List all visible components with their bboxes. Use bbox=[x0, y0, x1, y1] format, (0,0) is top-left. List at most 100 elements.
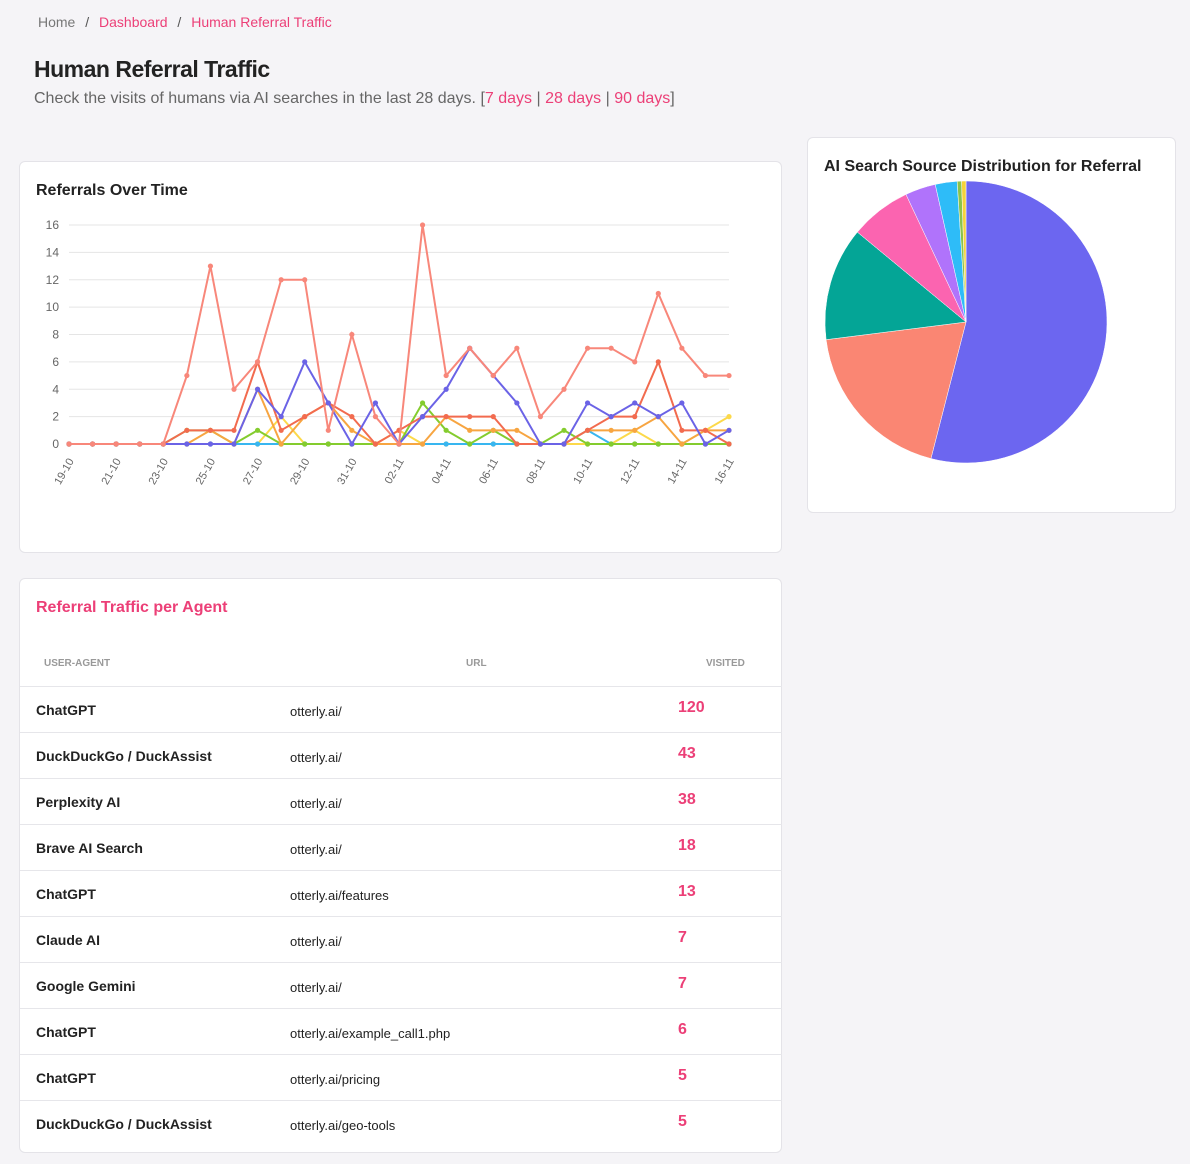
point bbox=[184, 372, 190, 379]
point bbox=[490, 414, 496, 420]
visited: 6 bbox=[678, 1021, 687, 1038]
point bbox=[443, 427, 449, 433]
point bbox=[184, 427, 190, 433]
point bbox=[726, 441, 732, 447]
y-tick-label: 8 bbox=[52, 328, 59, 342]
subtitle-text: Check the visits of humans via AI search… bbox=[34, 90, 485, 107]
table-row: ChatGPT otterly.ai/pricing 5 bbox=[20, 1054, 782, 1101]
x-tick-label: 31-10 bbox=[335, 457, 359, 487]
chart-title: AI Search Source Distribution for Referr… bbox=[824, 158, 1142, 175]
point bbox=[113, 441, 119, 447]
table-row: ChatGPT otterly.ai/example_call1.php 6 bbox=[20, 1008, 782, 1055]
range-link[interactable]: 28 days bbox=[545, 90, 602, 107]
x-tick-label: 25-10 bbox=[194, 457, 218, 487]
point bbox=[254, 359, 261, 365]
point bbox=[443, 441, 449, 447]
crumb-sep: / bbox=[177, 14, 182, 30]
point bbox=[537, 441, 544, 447]
point bbox=[561, 441, 567, 447]
point bbox=[349, 331, 355, 338]
x-tick-label: 27-10 bbox=[241, 457, 265, 487]
point bbox=[726, 372, 732, 379]
point bbox=[231, 441, 237, 447]
point bbox=[325, 441, 331, 447]
point bbox=[254, 386, 261, 392]
visited: 43 bbox=[678, 745, 696, 762]
crumb[interactable]: Home bbox=[38, 14, 76, 30]
x-tick-label: 12-11 bbox=[618, 457, 642, 487]
subtitle: Check the visits of humans via AI search… bbox=[34, 90, 675, 108]
x-tick-label: 29-10 bbox=[288, 457, 312, 487]
visited: 18 bbox=[678, 837, 696, 854]
sep: ] bbox=[670, 90, 675, 107]
point bbox=[679, 400, 685, 406]
point bbox=[231, 427, 237, 433]
point bbox=[419, 222, 426, 228]
table-row: ChatGPT otterly.ai/features 13 bbox=[20, 870, 782, 917]
visited: 5 bbox=[678, 1067, 687, 1084]
point bbox=[278, 414, 284, 420]
col-header: URL bbox=[466, 658, 487, 669]
point bbox=[632, 427, 638, 433]
point bbox=[490, 372, 496, 379]
url: otterly.ai/ bbox=[290, 980, 342, 995]
point bbox=[655, 290, 661, 297]
point bbox=[302, 441, 308, 447]
point bbox=[302, 414, 308, 420]
point bbox=[443, 414, 449, 420]
point bbox=[726, 414, 732, 420]
point bbox=[632, 414, 638, 420]
point bbox=[679, 441, 685, 447]
user-agent: DuckDuckGo / DuckAssist bbox=[36, 1116, 212, 1132]
point bbox=[419, 441, 426, 447]
pie-chart bbox=[824, 180, 1108, 464]
point bbox=[679, 345, 685, 351]
point bbox=[467, 345, 473, 351]
table-row: Google Gemini otterly.ai/7 bbox=[20, 962, 782, 1009]
table-row: Brave AI Search otterly.ai/18 bbox=[20, 824, 782, 871]
pie-card: AI Search Source Distribution for Referr… bbox=[807, 137, 1176, 513]
url: otterly.ai/ bbox=[290, 934, 342, 949]
point bbox=[349, 427, 355, 433]
crumb[interactable]: Dashboard bbox=[99, 14, 168, 30]
point bbox=[184, 441, 190, 447]
range-link[interactable]: 90 days bbox=[614, 90, 671, 107]
point bbox=[207, 427, 214, 433]
point bbox=[655, 441, 661, 447]
point bbox=[467, 427, 473, 433]
url: otterly.ai/features bbox=[290, 888, 389, 903]
point bbox=[349, 441, 355, 447]
point bbox=[207, 441, 214, 447]
table-title: Referral Traffic per Agent bbox=[36, 599, 228, 616]
x-tick-label: 10-11 bbox=[571, 457, 595, 487]
url: otterly.ai/ bbox=[290, 704, 342, 719]
point bbox=[608, 427, 614, 433]
user-agent: ChatGPT bbox=[36, 702, 96, 718]
x-tick-label: 16-11 bbox=[713, 457, 737, 487]
y-tick-label: 14 bbox=[46, 245, 60, 259]
point bbox=[655, 414, 661, 420]
user-agent: Perplexity AI bbox=[36, 794, 121, 810]
x-tick-label: 19-10 bbox=[52, 457, 76, 487]
point bbox=[207, 263, 214, 269]
y-tick-label: 6 bbox=[52, 355, 59, 369]
visited: 7 bbox=[678, 975, 687, 992]
x-tick-label: 23-10 bbox=[147, 457, 171, 487]
y-tick-label: 10 bbox=[46, 300, 60, 314]
url: otterly.ai/ bbox=[290, 796, 342, 811]
point bbox=[702, 427, 709, 433]
point bbox=[231, 386, 237, 392]
user-agent: ChatGPT bbox=[36, 1070, 96, 1086]
point bbox=[160, 441, 166, 447]
point bbox=[514, 441, 520, 447]
point bbox=[372, 441, 379, 447]
line-card: Referrals Over Time 0 2 4 6 8 10 12 14 16 19-10 21… bbox=[19, 161, 782, 553]
range-link[interactable]: 7 days bbox=[484, 90, 533, 107]
y-tick-label: 4 bbox=[52, 382, 59, 396]
table-card: Referral Traffic per Agent USER-AGENT UR… bbox=[19, 578, 782, 1153]
table-row: DuckDuckGo / DuckAssist otterly.ai/geo-to… bbox=[20, 1100, 782, 1147]
chart-title: Referrals Over Time bbox=[36, 182, 188, 199]
table-row: Perplexity AI otterly.ai/38 bbox=[20, 778, 782, 825]
url: otterly.ai/ bbox=[290, 750, 342, 765]
